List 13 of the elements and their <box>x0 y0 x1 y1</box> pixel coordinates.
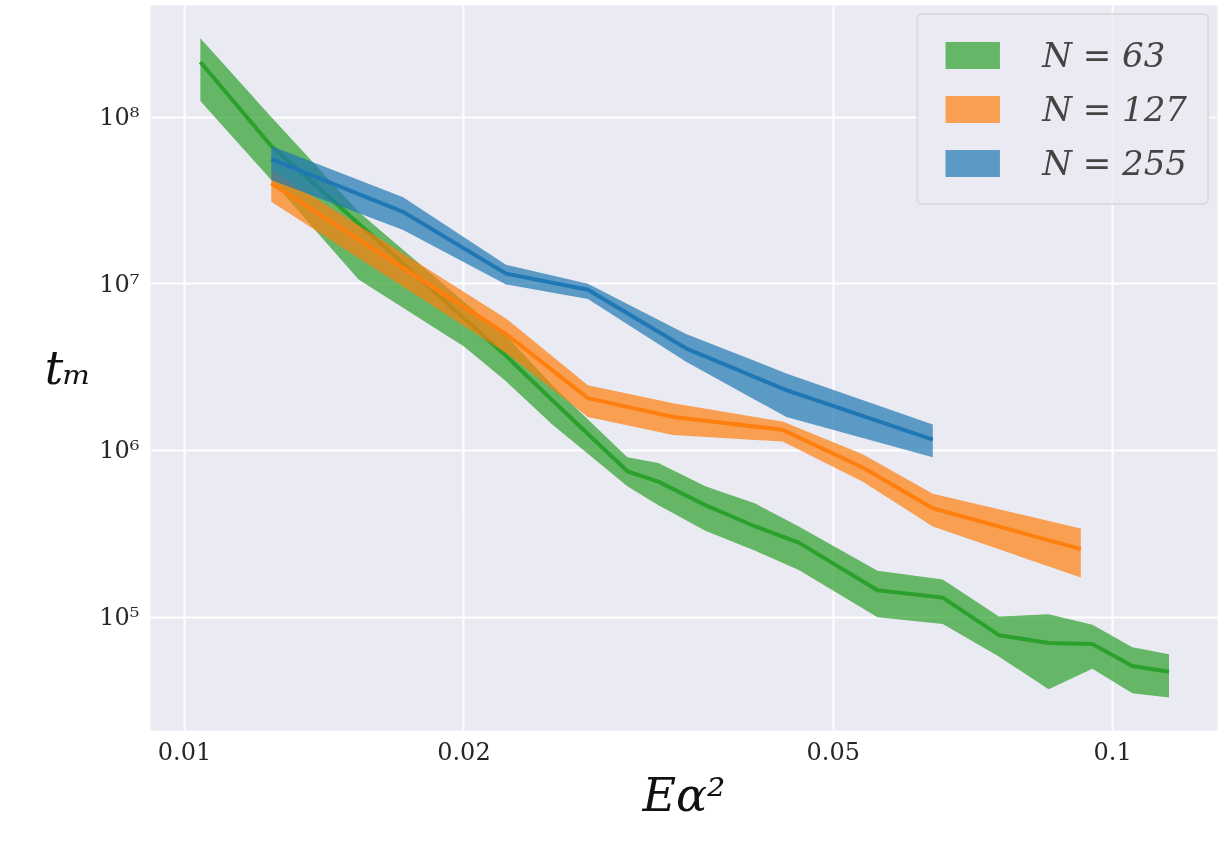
legend-label: N = 127 <box>1042 89 1187 129</box>
x-tick-label: 0.01 <box>157 737 212 766</box>
x-tick-label: 0.05 <box>806 737 860 766</box>
legend-label: N = 63 <box>1042 35 1166 75</box>
y-axis-title: tₘ <box>44 341 92 395</box>
y-tick-label: 10⁷ <box>99 269 140 298</box>
y-tick-label: 10⁸ <box>99 103 140 132</box>
legend-label: N = 255 <box>1042 143 1187 183</box>
x-axis-title: Eα² <box>641 767 726 822</box>
x-tick-label: 0.02 <box>437 737 491 766</box>
x-tick-label: 0.1 <box>1093 737 1132 766</box>
y-tick-label: 10⁵ <box>99 603 140 632</box>
y-tick-label: 10⁶ <box>99 436 140 465</box>
